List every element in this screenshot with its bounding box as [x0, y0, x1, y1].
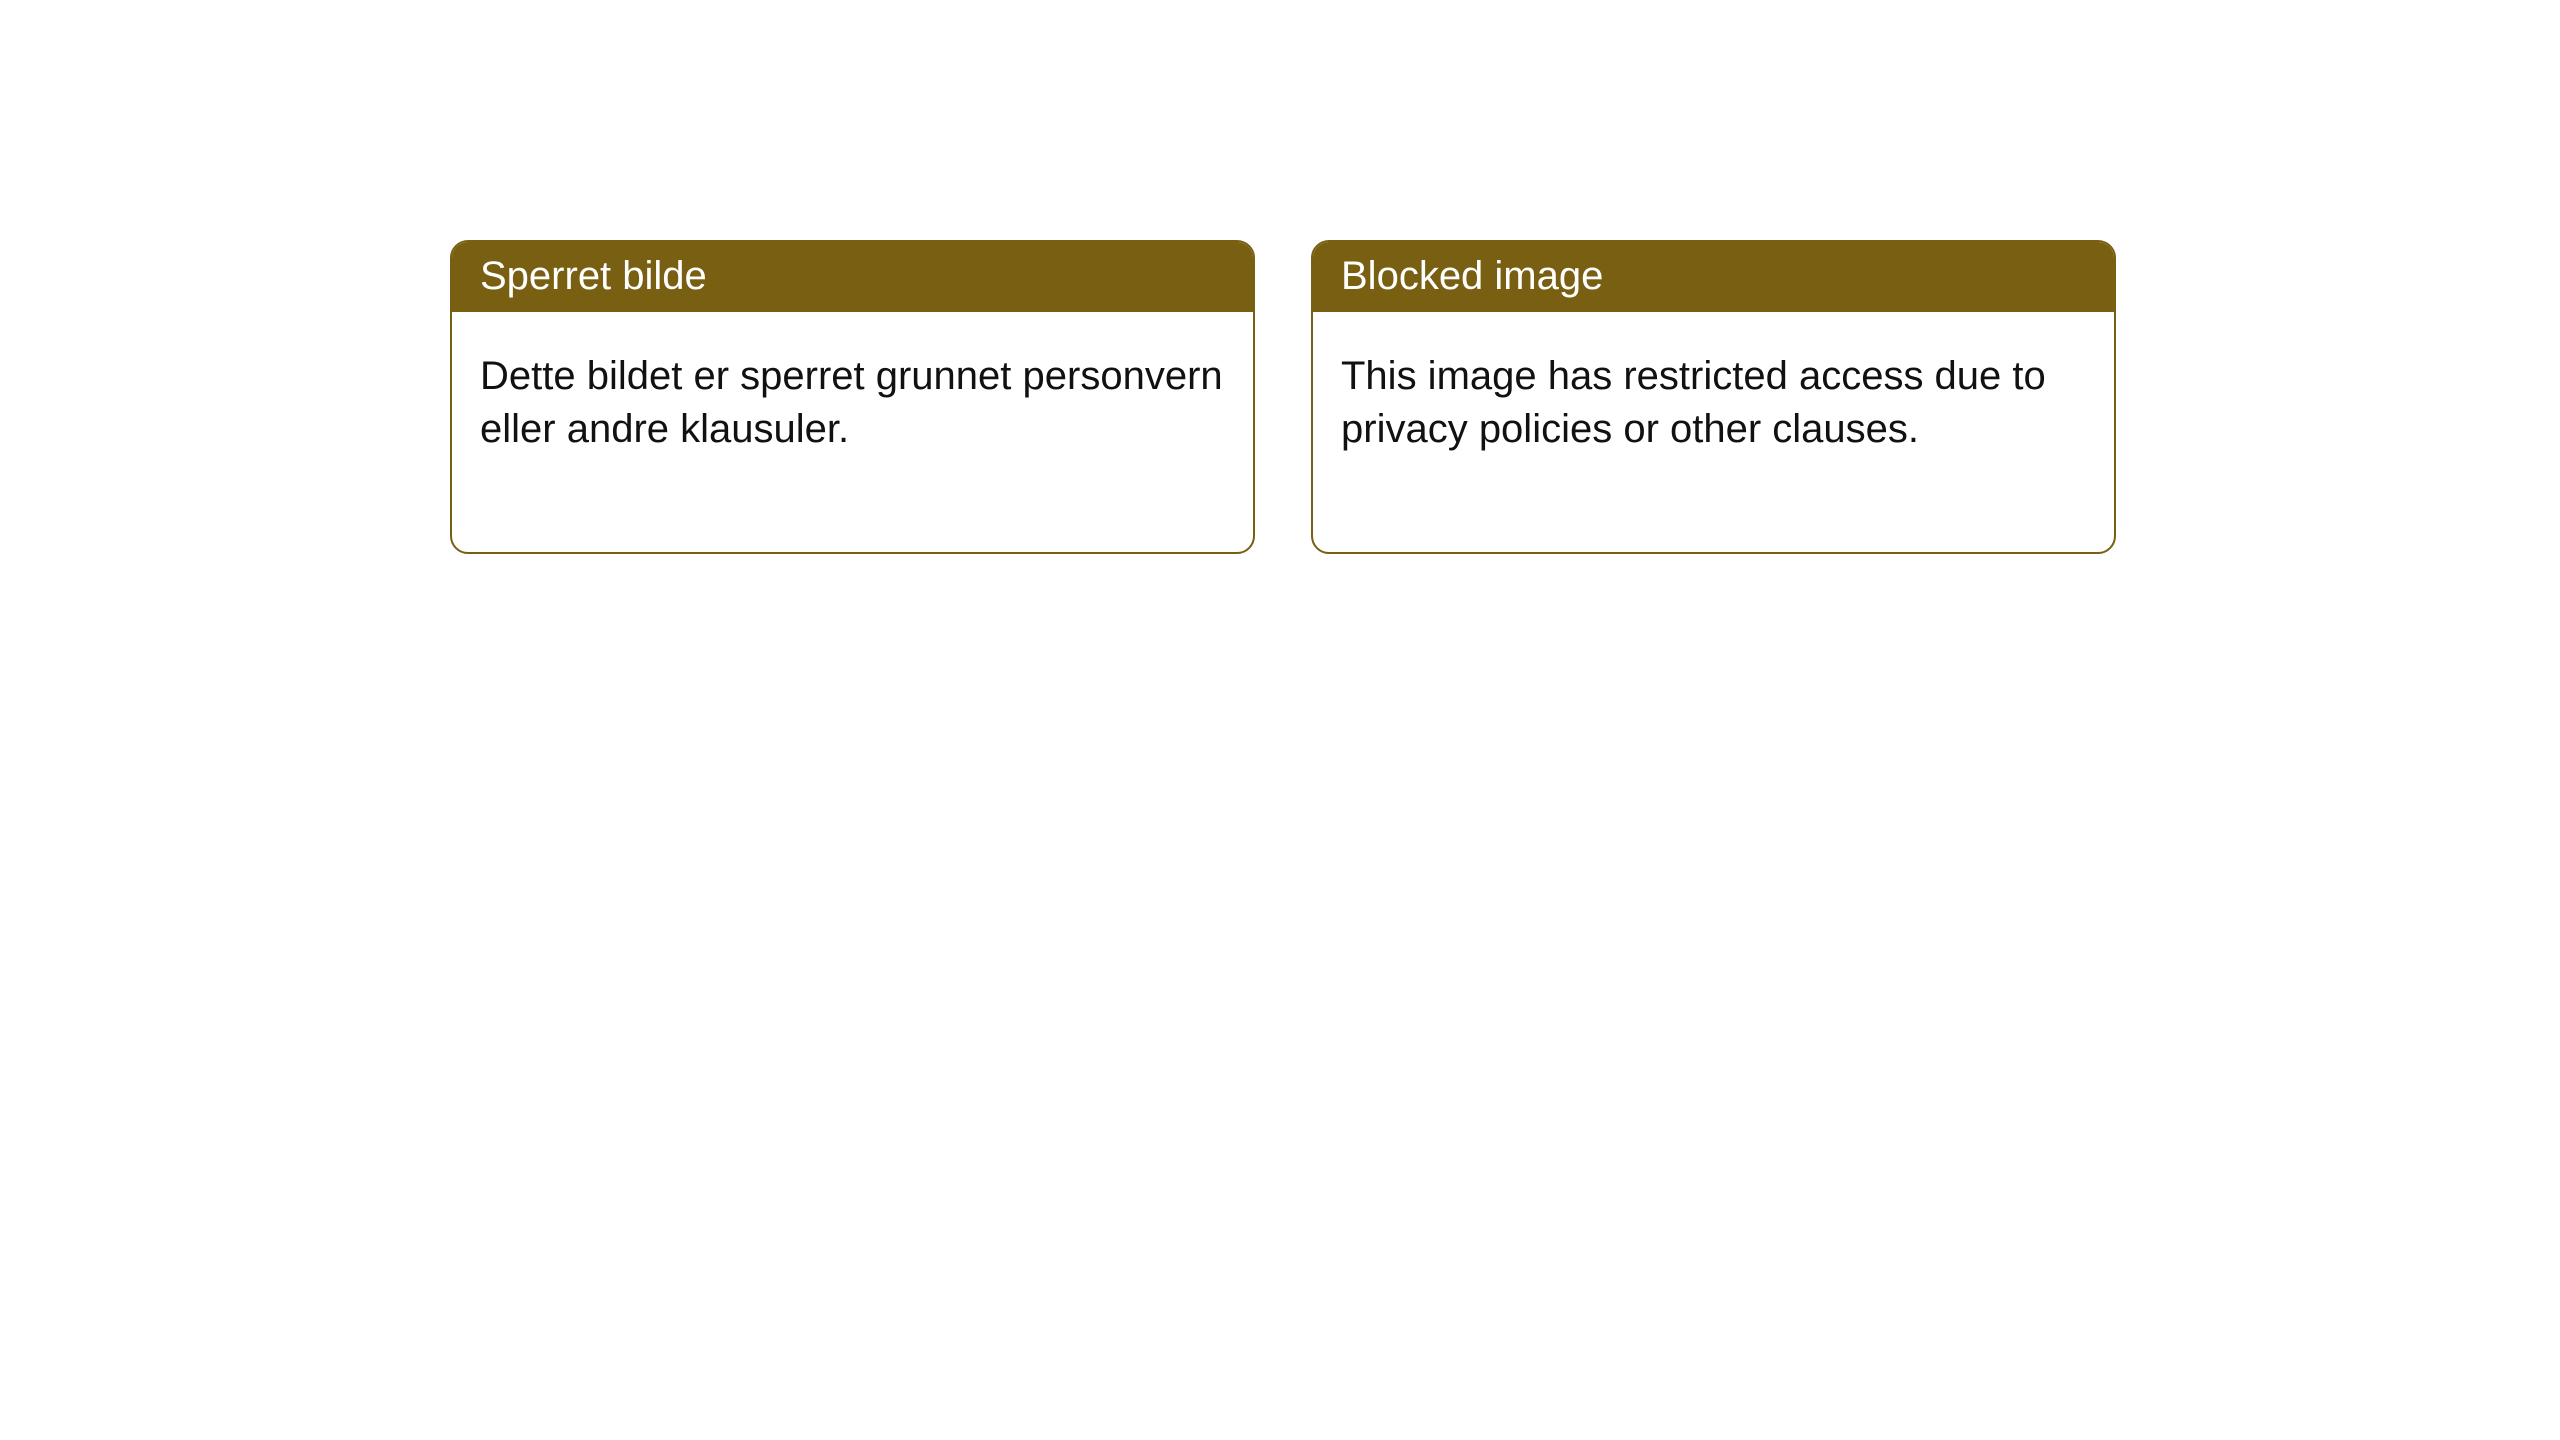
cards-container: Sperret bilde Dette bildet er sperret gr…: [450, 240, 2116, 554]
card-body: Dette bildet er sperret grunnet personve…: [452, 312, 1253, 552]
card-header: Sperret bilde: [452, 242, 1253, 312]
blocked-image-card-en: Blocked image This image has restricted …: [1311, 240, 2116, 554]
blocked-image-card-no: Sperret bilde Dette bildet er sperret gr…: [450, 240, 1255, 554]
card-body: This image has restricted access due to …: [1313, 312, 2114, 552]
card-header: Blocked image: [1313, 242, 2114, 312]
